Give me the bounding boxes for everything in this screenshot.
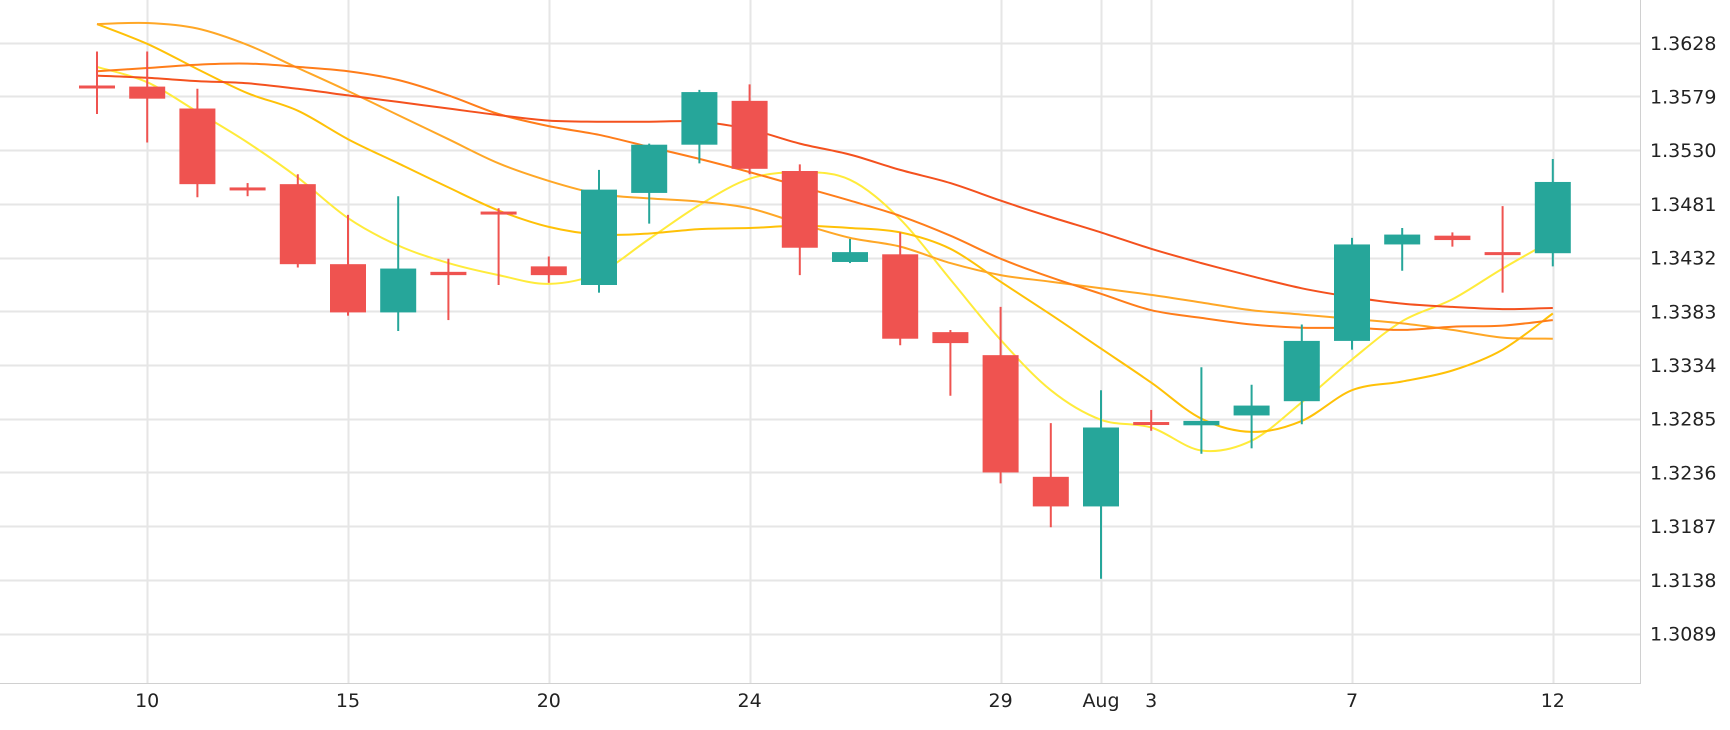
candle-body	[1283, 340, 1320, 402]
moving-average-line-5	[96, 74, 1553, 311]
candle-body	[380, 268, 417, 313]
candle-body	[731, 100, 768, 169]
candle	[1183, 367, 1220, 454]
candle	[832, 238, 868, 264]
candle-body	[581, 189, 617, 285]
y-tick-label: 1.3383	[1650, 301, 1716, 323]
candle-body	[832, 252, 868, 262]
candle	[279, 174, 316, 268]
candle-body	[330, 264, 366, 313]
x-tick-label: 3	[1145, 690, 1157, 712]
x-tick-label: Aug	[1082, 690, 1119, 712]
y-axis-tick-labels: 1.3089 1.3138 1.3187 1.3236 1.3285 1.3334 1.33…	[1650, 33, 1716, 646]
candle	[1384, 228, 1421, 271]
candle-body	[279, 184, 316, 265]
candle-body	[1484, 252, 1521, 256]
y-tick-label: 1.3285	[1650, 409, 1716, 431]
candles	[79, 51, 1571, 579]
candle-body	[1133, 422, 1170, 426]
x-tick-label: 10	[135, 690, 159, 712]
moving-average-lines	[96, 21, 1554, 453]
candle	[1484, 206, 1521, 293]
candle	[179, 88, 216, 198]
candle-body	[1434, 235, 1471, 241]
moving-average-line-2	[96, 23, 1554, 433]
candle-body	[129, 86, 166, 99]
candle	[1434, 232, 1471, 247]
horizontal-gridlines	[0, 42, 1640, 636]
candle-body	[1334, 244, 1370, 341]
x-axis-tick-labels: 10 15 20 24 29 Aug 3 7 12	[135, 690, 1565, 712]
candle-body	[882, 254, 919, 339]
candle	[731, 84, 768, 175]
candle	[1032, 423, 1069, 528]
candle	[982, 306, 1019, 484]
y-tick-label: 1.3334	[1650, 355, 1716, 377]
x-tick-label: 7	[1346, 690, 1358, 712]
candle	[229, 183, 266, 197]
candle	[1133, 409, 1170, 431]
candle	[631, 143, 668, 224]
candle-body	[631, 144, 668, 193]
x-tick-label: 15	[336, 690, 360, 712]
y-tick-label: 1.3089	[1650, 624, 1716, 646]
y-tick-label: 1.3628	[1650, 33, 1716, 55]
candle	[781, 164, 818, 276]
x-tick-label: 24	[738, 690, 762, 712]
candle	[1233, 384, 1270, 449]
x-tick-label: 12	[1541, 690, 1565, 712]
candle	[380, 196, 417, 332]
y-tick-label: 1.3432	[1650, 248, 1716, 270]
candle	[530, 256, 567, 283]
candle-body	[1183, 420, 1220, 426]
candle-body	[932, 332, 969, 344]
candle-body	[982, 355, 1019, 473]
candle	[1083, 390, 1119, 579]
candle	[882, 232, 919, 346]
candle-body	[430, 271, 467, 276]
candle	[430, 258, 467, 321]
candle-body	[1032, 476, 1069, 507]
x-tick-label: 29	[989, 690, 1013, 712]
candle-body	[1233, 405, 1270, 416]
candle-body	[1384, 234, 1421, 245]
candle	[480, 208, 517, 285]
candle-body	[480, 211, 517, 215]
candle	[581, 169, 617, 293]
candle-body	[1534, 181, 1571, 254]
x-tick-label: 20	[537, 690, 561, 712]
y-tick-label: 1.3187	[1650, 516, 1716, 538]
candle	[79, 51, 115, 114]
candle-body	[79, 85, 115, 89]
y-tick-label: 1.3481	[1650, 194, 1716, 216]
y-tick-label: 1.3138	[1650, 570, 1716, 592]
y-tick-label: 1.3530	[1650, 140, 1716, 162]
candle	[330, 214, 366, 316]
candle-body	[1083, 427, 1119, 507]
candle-body	[229, 187, 266, 191]
candle-body	[781, 171, 818, 248]
candle	[932, 329, 969, 396]
y-tick-label: 1.3236	[1650, 462, 1716, 484]
candle	[1283, 324, 1320, 425]
candle-body	[681, 92, 718, 145]
candle-body	[179, 108, 216, 185]
candle-body	[530, 266, 567, 276]
candle	[1534, 158, 1571, 267]
candle	[681, 89, 718, 164]
y-tick-label: 1.3579	[1650, 86, 1716, 108]
moving-average-line-3	[96, 21, 1553, 340]
moving-average-line-4	[96, 62, 1553, 331]
candle	[1334, 237, 1370, 350]
candle	[129, 51, 166, 143]
